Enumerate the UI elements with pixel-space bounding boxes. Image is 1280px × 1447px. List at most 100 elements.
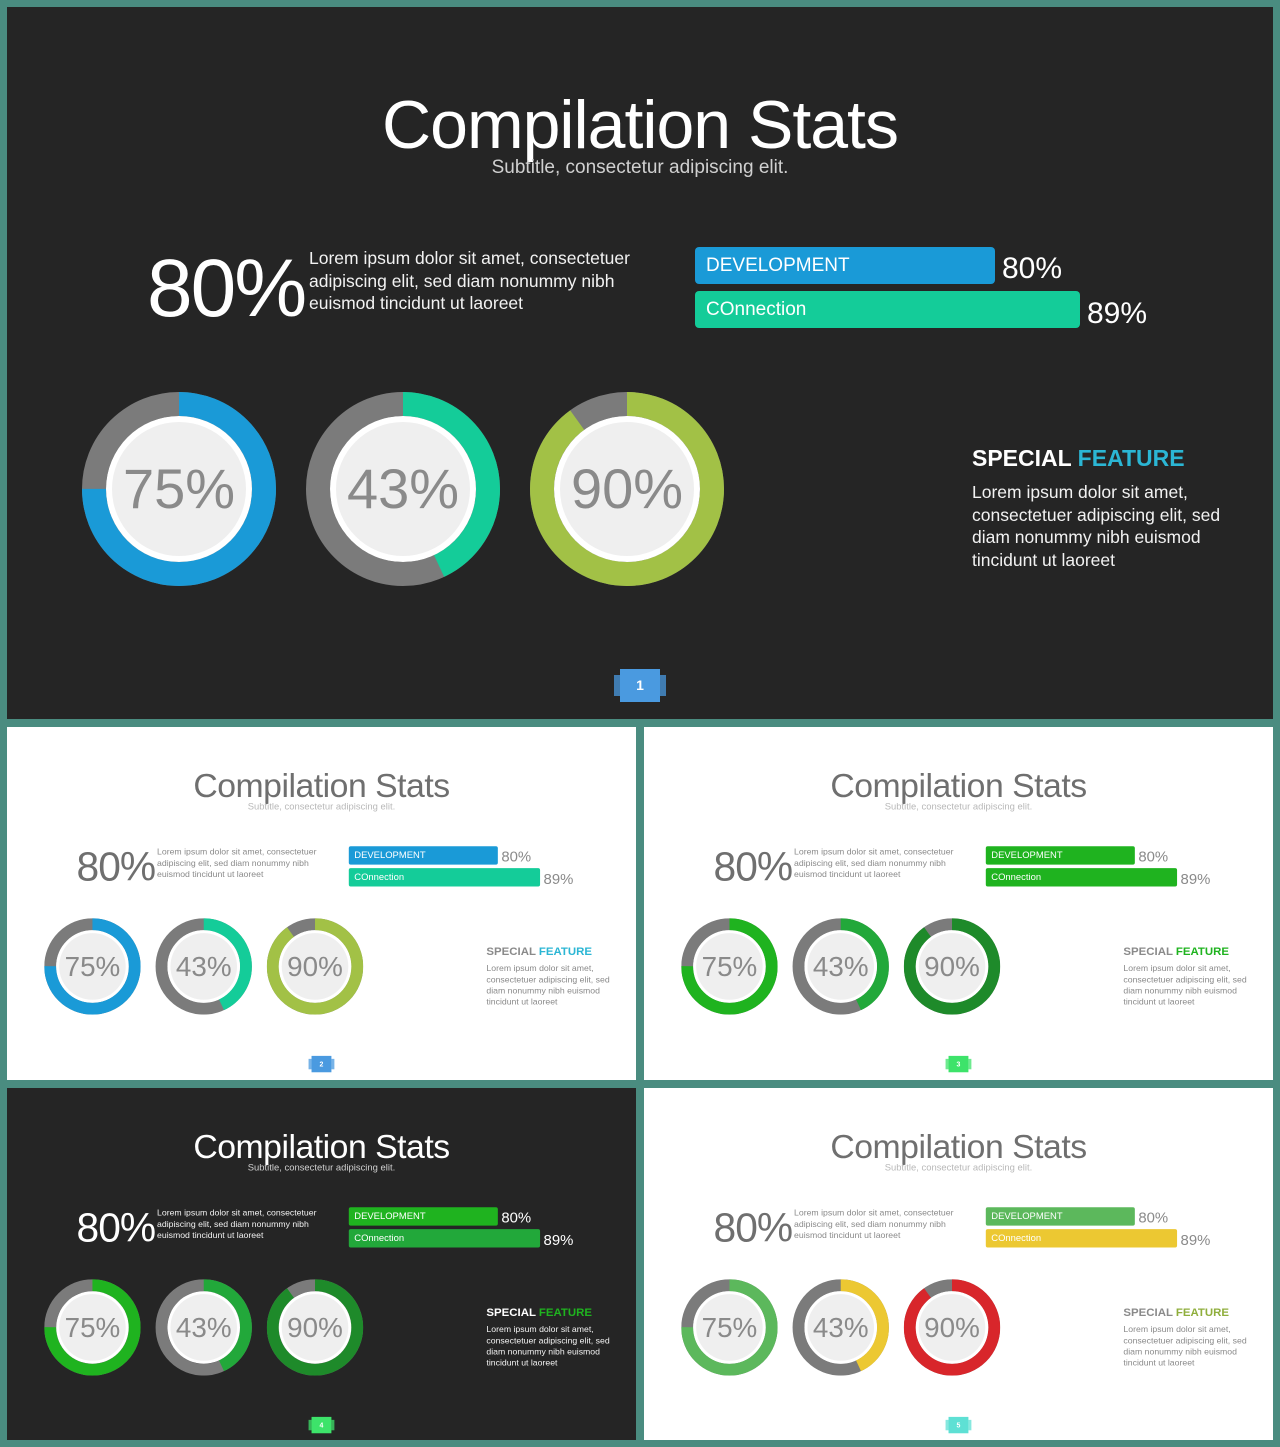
bar-development: DEVELOPMENT [348, 846, 498, 865]
donut-chart-2: 43% [155, 918, 252, 1015]
donut-value: 43% [346, 457, 460, 520]
bar-label: COnnection [706, 299, 807, 320]
donut-chart-2: 43% [792, 918, 889, 1015]
donut-arc [155, 1279, 252, 1376]
slide-4[interactable]: Compilation Stats Subtitle, consectetur … [7, 1088, 636, 1440]
donut-ring [155, 1279, 252, 1376]
feature-title: SPECIAL FEATURE [1123, 945, 1229, 958]
donut-face [281, 933, 349, 1000]
page-number-badge: 2 [308, 1055, 335, 1073]
donut-value: 75% [701, 1311, 758, 1343]
slide-content: Compilation Stats Subtitle, consectetur … [7, 1088, 636, 1440]
feature-title: SPECIAL FEATURE [486, 945, 592, 958]
badge-tab [331, 1058, 335, 1070]
big-stat: 80% [713, 844, 794, 890]
donut-ring [903, 918, 1001, 1015]
bar-label: DEVELOPMENT [706, 255, 850, 276]
bar-label: COnnection [991, 1233, 1042, 1244]
donut-face [112, 422, 246, 556]
page-title: Compilation Stats [830, 766, 1087, 805]
page-number-badge: 4 [308, 1416, 335, 1434]
bar-label: DEVELOPMENT [991, 850, 1063, 861]
feature-title: SPECIAL FEATURE [972, 445, 1185, 472]
donut-arc [82, 392, 276, 586]
donut-face [170, 1294, 238, 1361]
donut-value: 90% [570, 457, 684, 520]
donut-ring [681, 1279, 778, 1376]
bar-connection-value: 89% [1180, 1232, 1211, 1249]
badge-tab [660, 675, 666, 696]
page-subtitle: Subtitle, consectetur adipiscing elit. [247, 801, 396, 812]
slide-3[interactable]: Compilation Stats Subtitle, consectetur … [644, 727, 1273, 1080]
donut-chart-1: 75% [44, 1279, 141, 1376]
page-title: Compilation Stats [193, 1127, 450, 1166]
badge-body [311, 1416, 332, 1434]
donut-ring [530, 392, 724, 586]
badge-body [948, 1055, 969, 1073]
feature-title-word2: FEATURE [1175, 1305, 1230, 1319]
donut-value: 75% [64, 1311, 121, 1343]
donut-arc [44, 1279, 141, 1376]
feature-title-word2: FEATURE [1175, 944, 1230, 958]
donut-ring [155, 918, 252, 1015]
bar-development: DEVELOPMENT [985, 1207, 1135, 1226]
feature-text: Lorem ipsum dolor sit amet, consectetuer… [1123, 962, 1247, 1007]
feature-title-word1: SPECIAL [486, 944, 536, 958]
donut-value: 43% [175, 950, 232, 982]
donut-chart-3: 90% [903, 918, 1001, 1015]
feature-title-word1: SPECIAL [1123, 944, 1173, 958]
badge-tab [614, 675, 620, 696]
donut-face [59, 1294, 126, 1361]
donut-chart-1: 75% [82, 392, 276, 586]
bar-connection-value: 89% [1180, 871, 1211, 888]
donut-face [281, 1294, 349, 1361]
page-subtitle: Subtitle, consectetur adipiscing elit. [884, 1162, 1033, 1173]
page-subtitle: Subtitle, consectetur adipiscing elit. [247, 1162, 396, 1173]
big-stat: 80% [76, 844, 157, 890]
big-stat: 80% [76, 1205, 157, 1251]
page-number-badge: 3 [945, 1055, 972, 1073]
donut-ring [44, 1279, 141, 1376]
badge-tab [308, 1419, 312, 1431]
feature-title: SPECIAL FEATURE [486, 1306, 592, 1319]
bar-connection: COnnection [985, 1229, 1178, 1248]
feature-text: Lorem ipsum dolor sit amet, consectetuer… [486, 1323, 610, 1368]
donut-chart-3: 90% [903, 1279, 1001, 1376]
slide-1[interactable]: Compilation Stats Subtitle, consectetur … [7, 7, 1273, 719]
badge-tab [945, 1419, 949, 1431]
donut-arc [681, 918, 778, 1015]
donut-ring [792, 918, 889, 1015]
donut-chart-1: 75% [681, 1279, 778, 1376]
donut-face [696, 933, 763, 1000]
bar-development-value: 80% [1138, 848, 1169, 866]
donut-arc [681, 1279, 778, 1376]
donut-face [59, 933, 126, 1000]
donut-value: 75% [701, 950, 758, 982]
bar-label: DEVELOPMENT [354, 850, 426, 861]
bar-connection-value: 89% [543, 871, 574, 888]
donut-value: 90% [924, 1311, 980, 1343]
bar-connection: COnnection [348, 1229, 541, 1248]
feature-text: Lorem ipsum dolor sit amet, consectetuer… [972, 482, 1221, 570]
badge-tab [968, 1419, 972, 1431]
slide-2[interactable]: Compilation Stats Subtitle, consectetur … [7, 727, 636, 1080]
donut-ring [266, 918, 364, 1015]
badge-tab [945, 1058, 949, 1070]
donut-value: 43% [175, 1311, 232, 1343]
donut-face [918, 1294, 986, 1361]
page-number-badge: 5 [945, 1416, 972, 1434]
donut-value: 43% [812, 950, 869, 982]
donut-face [696, 1294, 763, 1361]
bar-label: COnnection [991, 872, 1042, 883]
donut-arc [530, 392, 724, 586]
slide-5[interactable]: Compilation Stats Subtitle, consectetur … [644, 1088, 1273, 1440]
donut-ring [903, 1279, 1001, 1376]
donut-ring [681, 918, 778, 1015]
donut-arc [155, 918, 252, 1015]
page-subtitle: Subtitle, consectetur adipiscing elit. [491, 157, 789, 178]
badge-tab [968, 1058, 972, 1070]
donut-arc [792, 918, 889, 1015]
feature-title: SPECIAL FEATURE [1123, 1306, 1229, 1319]
page-number: 5 [956, 1420, 961, 1429]
donut-value: 90% [287, 1311, 343, 1343]
